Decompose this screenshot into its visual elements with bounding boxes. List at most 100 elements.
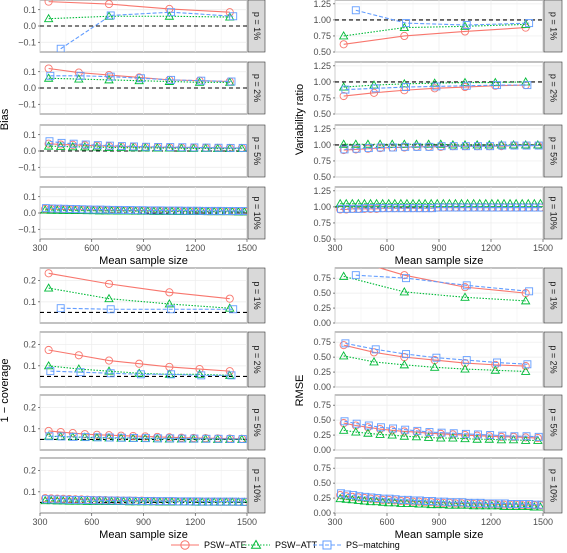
- point-att: [399, 287, 410, 296]
- facet-label: p = 10%: [252, 469, 262, 502]
- x-tick-label: 600: [379, 517, 394, 527]
- legend-label-att: PSW−ATT: [275, 540, 318, 550]
- x-axis-title: Mean sample size: [99, 255, 188, 267]
- point-match: [81, 433, 90, 442]
- x-axis-title: Mean sample size: [99, 529, 188, 541]
- point-ate: [225, 367, 234, 376]
- point-match: [168, 497, 177, 506]
- series-line-att: [48, 435, 242, 440]
- series-line-match: [345, 84, 528, 91]
- point-att: [448, 139, 458, 149]
- point-match: [361, 204, 370, 213]
- point-ate: [460, 283, 470, 292]
- x-tick-label: 1200: [481, 243, 501, 253]
- x-tick-label: 1500: [533, 243, 553, 253]
- point-match: [458, 498, 467, 507]
- point-match: [446, 203, 455, 212]
- facet-label: p = 2%: [549, 74, 559, 102]
- point-match: [409, 496, 418, 505]
- facet-strip: [543, 267, 563, 324]
- point-match: [486, 431, 495, 440]
- point-match: [154, 434, 163, 443]
- point-ate: [424, 429, 433, 438]
- point-att: [487, 198, 497, 208]
- facet-label: p = 5%: [252, 137, 262, 165]
- y-tick-label: 0.1: [23, 192, 36, 202]
- y-tick-label: 1.25: [313, 186, 331, 196]
- point-match: [214, 143, 223, 152]
- point-att: [432, 198, 443, 208]
- y-tick-label: 0.00: [313, 318, 331, 328]
- y-tick-label: 0.75: [313, 273, 331, 283]
- series-line-match: [60, 307, 234, 310]
- point-match: [537, 500, 543, 509]
- point-match: [452, 203, 461, 212]
- y-tick-label: 1.00: [313, 140, 331, 150]
- x-tick-label: 600: [84, 517, 99, 527]
- facet-label: p = 1%: [549, 281, 559, 309]
- facet-label: p = 2%: [549, 345, 559, 373]
- point-match: [458, 203, 467, 212]
- point-att: [499, 198, 509, 208]
- point-match: [193, 497, 201, 506]
- point-match: [537, 203, 543, 212]
- point-match: [178, 434, 187, 443]
- facet-strip: [543, 0, 563, 53]
- y-tick-label: 0.75: [313, 400, 331, 410]
- point-match: [166, 143, 175, 152]
- series-group: [338, 6, 534, 49]
- point-match: [352, 144, 361, 153]
- point-match: [226, 143, 235, 152]
- facet-2-2: 0.50 0.75 1.00 1.25 p = 2%: [313, 61, 563, 119]
- point-match: [425, 428, 434, 437]
- point-match: [199, 497, 207, 506]
- point-match: [428, 497, 437, 505]
- point-match: [349, 204, 358, 213]
- point-match: [371, 84, 380, 93]
- point-match: [241, 207, 247, 216]
- point-att: [375, 429, 385, 438]
- point-ate: [485, 432, 494, 441]
- facet-2-4: 0.50 0.75 1.00 1.25 p = 10%: [313, 186, 563, 244]
- point-match: [57, 138, 66, 147]
- point-match: [54, 204, 63, 213]
- series-group: [40, 204, 247, 216]
- point-att: [490, 365, 501, 374]
- point-ate: [92, 430, 101, 439]
- point-att: [104, 293, 114, 303]
- facet-3-3: 0.1 0.2 p = 5%: [23, 394, 266, 451]
- series-group: [335, 489, 543, 511]
- series-line-ate: [48, 272, 230, 300]
- facet-strip: [247, 267, 266, 324]
- series-group: [43, 269, 238, 314]
- legend-label-ate: PSW−ATE: [204, 540, 247, 550]
- point-ate: [339, 40, 348, 49]
- point-att: [43, 360, 54, 370]
- x-tick-label: 300: [327, 517, 342, 527]
- x-tick-label: 900: [136, 517, 151, 527]
- point-match: [449, 142, 458, 151]
- point-match: [498, 141, 507, 150]
- point-match: [72, 205, 81, 214]
- point-match: [355, 492, 364, 501]
- point-att: [462, 198, 473, 208]
- point-match: [349, 491, 358, 500]
- facet-label: p = 5%: [549, 408, 559, 436]
- point-match: [223, 497, 232, 506]
- point-match: [120, 206, 129, 215]
- series-line-ate: [343, 27, 526, 45]
- point-att: [520, 295, 531, 305]
- point-match: [114, 205, 123, 214]
- point-match: [413, 426, 422, 435]
- y-tick-label: 0.50: [313, 415, 331, 425]
- point-att: [496, 139, 507, 149]
- point-att: [505, 198, 515, 208]
- point-match: [391, 495, 400, 504]
- point-match: [367, 493, 376, 502]
- series-line-match: [344, 144, 539, 150]
- point-att: [341, 198, 352, 208]
- point-match: [337, 489, 346, 498]
- y-tick-label: 0.0: [23, 21, 36, 31]
- point-att: [365, 198, 376, 208]
- y-tick-label: −0.1: [18, 37, 36, 47]
